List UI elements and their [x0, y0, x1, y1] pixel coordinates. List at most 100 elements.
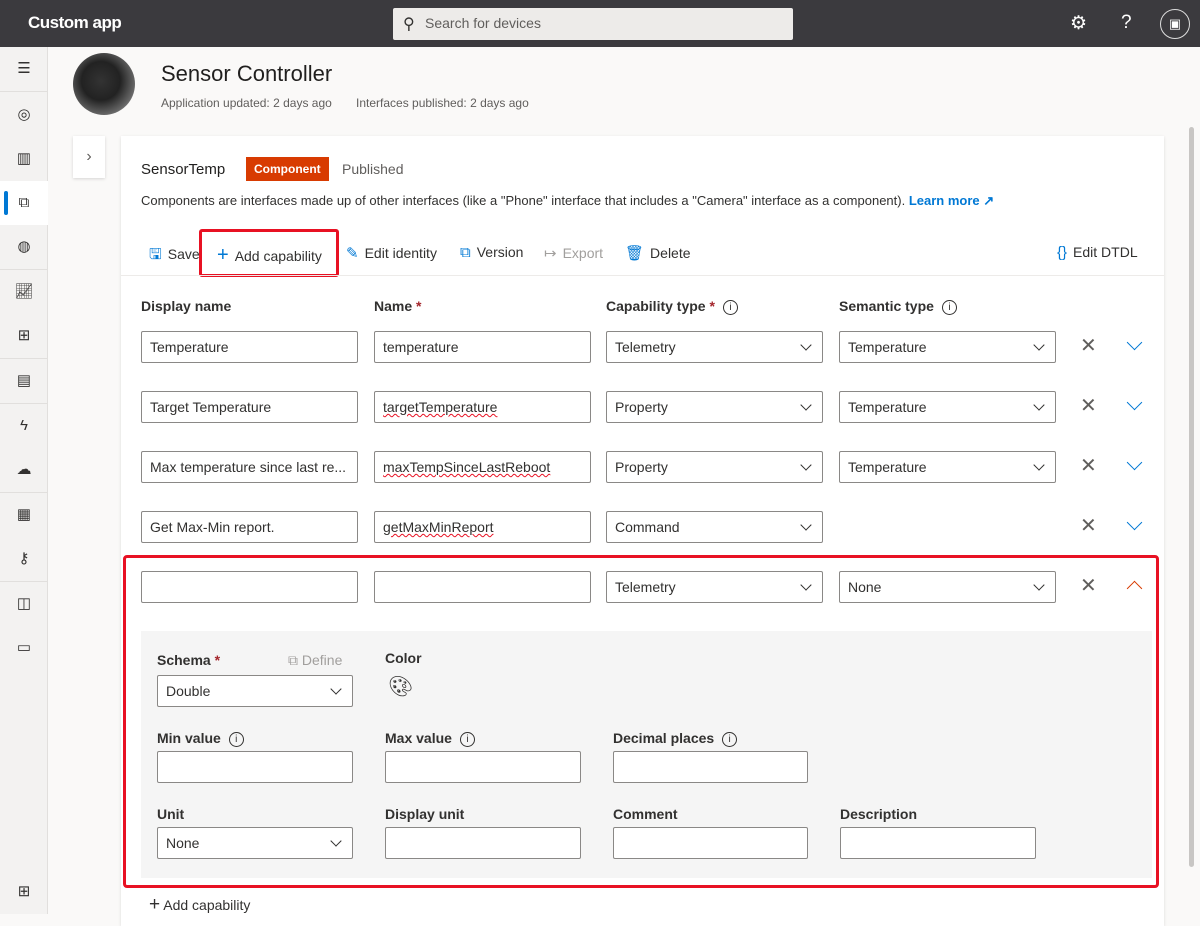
description-label: Description: [840, 806, 918, 822]
trash-icon: 🗑︎: [625, 245, 645, 262]
comment-input[interactable]: [613, 827, 808, 859]
divider: [121, 275, 1164, 276]
define-icon: ⧉: [288, 652, 298, 668]
col-capability-type: Capability type * i: [606, 298, 738, 315]
app-settings-icon[interactable]: ▭: [16, 639, 32, 656]
name-input[interactable]: [374, 571, 591, 603]
capability-type-select[interactable]: Command: [606, 511, 823, 543]
delete-row-icon[interactable]: ✕: [1080, 575, 1097, 597]
menu-icon[interactable]: ☰: [17, 60, 31, 77]
max-value-label: Max value i: [385, 730, 475, 747]
delete-button[interactable]: 🗑︎ Delete: [625, 245, 691, 262]
plus-icon: +: [217, 244, 229, 266]
dashboard-icon[interactable]: ◎: [17, 106, 31, 123]
add-capability-bottom-button[interactable]: + Add capability: [149, 894, 251, 915]
display-name-input[interactable]: Target Temperature: [141, 391, 358, 423]
add-capability-button[interactable]: + Add capability: [217, 244, 322, 267]
rules-icon[interactable]: ϟ: [20, 417, 28, 434]
data-export-icon[interactable]: ☁: [16, 461, 32, 478]
schema-label: Schema *: [157, 652, 221, 668]
col-display-name: Display name: [141, 298, 232, 314]
highlight-box: [123, 555, 1159, 888]
define-button[interactable]: ⧉ Define: [288, 652, 343, 668]
decimal-places-input[interactable]: [613, 751, 808, 783]
version-button[interactable]: ⧉ Version: [460, 244, 524, 261]
dashboards-icon[interactable]: ⊞: [17, 327, 31, 344]
display-name-input[interactable]: [141, 571, 358, 603]
palette-icon[interactable]: 🎨︎: [388, 676, 414, 698]
help-icon[interactable]: ?: [1121, 12, 1132, 33]
info-icon[interactable]: i: [459, 732, 475, 747]
capability-type-select[interactable]: Property: [606, 451, 823, 483]
delete-row-icon[interactable]: ✕: [1080, 455, 1097, 477]
name-input[interactable]: getMaxMinReport: [374, 511, 591, 543]
capability-type-select[interactable]: Telemetry: [606, 571, 823, 603]
app-updated: Application updated: 2 days ago: [161, 96, 332, 110]
search-icon: ⚲: [403, 16, 415, 33]
device-groups-icon[interactable]: ⧉: [0, 181, 48, 225]
semantic-type-select[interactable]: None: [839, 571, 1056, 603]
page-title: Sensor Controller: [161, 61, 333, 86]
jobs-icon[interactable]: ▤: [16, 372, 32, 389]
name-input[interactable]: targetTemperature: [374, 391, 591, 423]
semantic-type-select[interactable]: Temperature: [839, 451, 1056, 483]
semantic-type-select[interactable]: Temperature: [839, 331, 1056, 363]
edit-identity-button[interactable]: ✎ Edit identity: [346, 245, 437, 262]
save-icon: 🖫: [149, 246, 162, 263]
capability-type-select[interactable]: Property: [606, 391, 823, 423]
braces-icon: {}: [1057, 244, 1068, 261]
permissions-key-icon[interactable]: ⚷: [18, 550, 30, 567]
highlight-box: [199, 229, 339, 277]
schema-select[interactable]: Double: [157, 675, 353, 707]
expand-panel-button[interactable]: ›: [73, 136, 105, 178]
analytics-icon[interactable]: 📈︎: [14, 283, 34, 300]
device-image: [73, 53, 135, 115]
export-arrow-icon: ↦: [544, 245, 557, 262]
capability-type-select[interactable]: Telemetry: [606, 331, 823, 363]
display-unit-label: Display unit: [385, 806, 465, 822]
max-value-input[interactable]: [385, 751, 581, 783]
name-input[interactable]: maxTempSinceLastReboot: [374, 451, 591, 483]
top-bar: Custom app ⚲ Search for devices ⚙ ? ▣: [0, 0, 1200, 47]
name-input[interactable]: temperature: [374, 331, 591, 363]
account-badge-icon[interactable]: ▣: [1160, 9, 1190, 39]
app-title[interactable]: Custom app: [28, 13, 122, 32]
learn-more-link[interactable]: Learn more ↗: [908, 193, 995, 208]
min-value-input[interactable]: [157, 751, 353, 783]
info-icon[interactable]: i: [941, 300, 957, 315]
col-semantic-type: Semantic type i: [839, 298, 957, 315]
edit-dtdl-button[interactable]: {} Edit DTDL: [1057, 244, 1138, 261]
device-templates-icon[interactable]: ◍: [17, 238, 31, 255]
interfaces-published: Interfaces published: 2 days ago: [356, 96, 529, 110]
color-label: Color: [385, 650, 422, 666]
description-text: Components are interfaces made up of oth…: [141, 193, 906, 208]
display-name-input[interactable]: Get Max-Min report.: [141, 511, 358, 543]
display-name-input[interactable]: Temperature: [141, 331, 358, 363]
delete-row-icon[interactable]: ✕: [1080, 395, 1097, 417]
delete-row-icon[interactable]: ✕: [1080, 515, 1097, 537]
resource-icon[interactable]: ⊞: [17, 883, 31, 900]
info-icon[interactable]: i: [722, 300, 738, 315]
copy-icon: ⧉: [460, 244, 471, 261]
export-button[interactable]: ↦ Export: [544, 245, 604, 262]
settings-gear-icon[interactable]: ⚙: [1070, 13, 1088, 34]
info-icon[interactable]: i: [722, 732, 738, 747]
unit-select[interactable]: None: [157, 827, 353, 859]
interface-name: SensorTemp: [141, 161, 226, 178]
customization-icon[interactable]: ◫: [16, 595, 32, 612]
semantic-type-select[interactable]: Temperature: [839, 391, 1056, 423]
display-name-input[interactable]: Max temperature since last re...: [141, 451, 358, 483]
search-input[interactable]: ⚲ Search for devices: [393, 8, 793, 40]
delete-row-icon[interactable]: ✕: [1080, 335, 1097, 357]
save-button[interactable]: 🖫 Save: [149, 246, 200, 263]
info-icon[interactable]: i: [228, 732, 244, 747]
comment-label: Comment: [613, 806, 678, 822]
pencil-icon: ✎: [346, 245, 359, 262]
audit-icon[interactable]: ▦: [16, 506, 32, 523]
scrollbar[interactable]: [1189, 127, 1194, 867]
description-input[interactable]: [840, 827, 1036, 859]
display-unit-input[interactable]: [385, 827, 581, 859]
devices-icon[interactable]: ▥: [16, 150, 32, 167]
component-badge: Component: [246, 157, 329, 181]
decimal-places-label: Decimal places i: [613, 730, 738, 747]
